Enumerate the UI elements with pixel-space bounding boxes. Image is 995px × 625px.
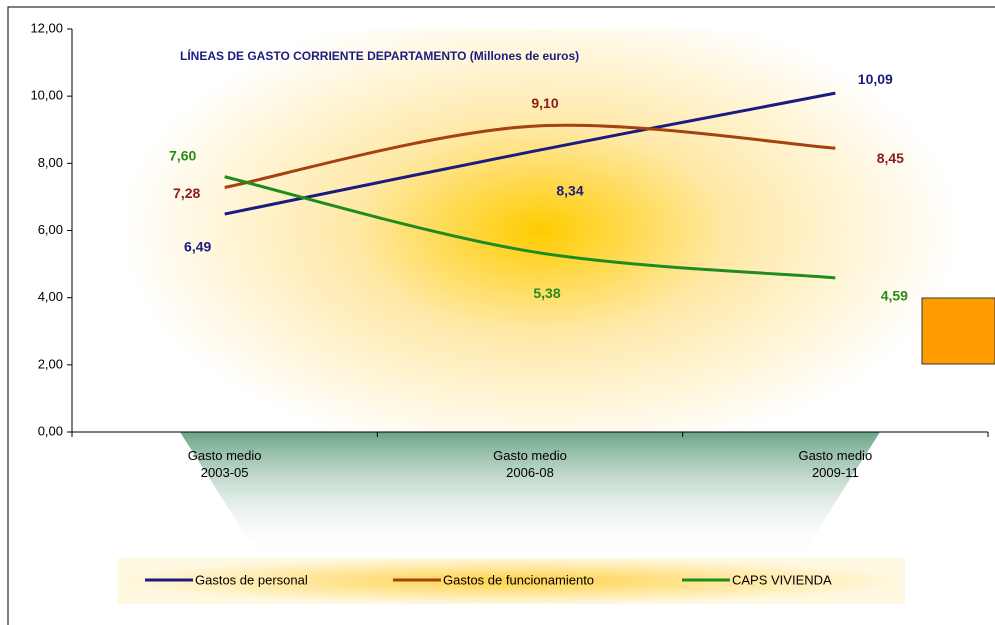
x-tick-label: Gasto medio 2003-05 <box>187 448 262 480</box>
legend-label: Gastos de personal <box>195 572 308 587</box>
data-label: 6,49 <box>184 239 211 255</box>
y-tick-label: 10,00 <box>30 88 63 103</box>
series-line <box>224 175 836 280</box>
chart-title: LÍNEAS DE GASTO CORRIENTE DEPARTAMENTO (… <box>180 48 579 63</box>
decor-square <box>921 297 995 365</box>
x-tick-label: Gasto medio 2006-08 <box>493 448 567 480</box>
series-line <box>224 91 836 216</box>
data-label: 10,09 <box>858 71 893 87</box>
data-label: 9,10 <box>531 95 558 111</box>
y-tick-label: 2,00 <box>38 356 63 371</box>
plot-background <box>72 29 988 432</box>
y-tick-label: 12,00 <box>30 20 63 35</box>
decor <box>180 432 880 558</box>
x-tick-label: Gasto medio 2009-11 <box>798 448 873 480</box>
legend-label: CAPS VIVIENDA <box>732 572 832 587</box>
series-line <box>224 123 836 189</box>
y-tick-label: 8,00 <box>38 155 63 170</box>
data-label: 7,28 <box>173 185 200 201</box>
data-label: 5,38 <box>533 285 560 301</box>
data-label: 4,59 <box>881 288 908 304</box>
y-tick-label: 6,00 <box>38 222 63 237</box>
legend-box <box>118 558 905 604</box>
data-label: 8,34 <box>556 183 583 199</box>
legend-label: Gastos de funcionamiento <box>443 572 594 587</box>
data-label: 8,45 <box>877 150 904 166</box>
y-tick-label: 0,00 <box>38 423 63 438</box>
data-label: 7,60 <box>169 147 196 163</box>
frame <box>7 6 995 625</box>
y-tick-label: 4,00 <box>38 289 63 304</box>
